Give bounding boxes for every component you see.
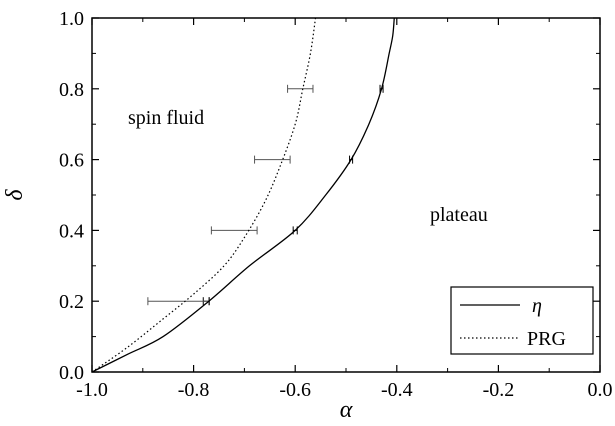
x-tick-label: -0.6 xyxy=(279,379,311,401)
series-line-eta xyxy=(91,17,395,373)
axis-tick-labels: -1.0 -0.8 -0.6 -0.4 -0.2 0.0 0.0 0.2 0.4 0.6 0.8 1.… xyxy=(59,8,613,401)
y-tick-label: 1.0 xyxy=(59,8,84,30)
y-tick-label: 0.2 xyxy=(59,291,84,313)
series-curves xyxy=(91,17,395,373)
y-tick-label: 0.0 xyxy=(59,362,84,384)
legend: η PRG xyxy=(450,286,594,355)
legend-label-prg: PRG xyxy=(527,328,566,350)
x-tick-label: -0.8 xyxy=(178,379,210,401)
x-tick-label: 0.0 xyxy=(588,379,613,401)
x-axis-title: α xyxy=(340,397,353,423)
y-axis-title: δ xyxy=(2,189,28,201)
x-tick-label: -0.4 xyxy=(381,379,413,401)
x-tick-label: -0.2 xyxy=(483,379,515,401)
y-tick-label: 0.4 xyxy=(59,220,84,242)
y-tick-label: 0.6 xyxy=(59,150,84,172)
legend-label-eta: η xyxy=(532,295,542,317)
region-label-plateau: plateau xyxy=(430,204,488,226)
legend-box xyxy=(450,286,594,355)
y-tick-label: 0.8 xyxy=(59,79,84,101)
axis-ticks xyxy=(91,17,601,373)
x-tick-label: -1.0 xyxy=(76,379,108,401)
region-label-spin-fluid: spin fluid xyxy=(128,107,204,129)
series-line-prg xyxy=(91,17,317,373)
